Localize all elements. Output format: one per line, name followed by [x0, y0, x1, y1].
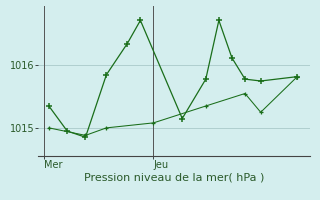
X-axis label: Pression niveau de la mer( hPa ): Pression niveau de la mer( hPa )	[84, 173, 265, 183]
